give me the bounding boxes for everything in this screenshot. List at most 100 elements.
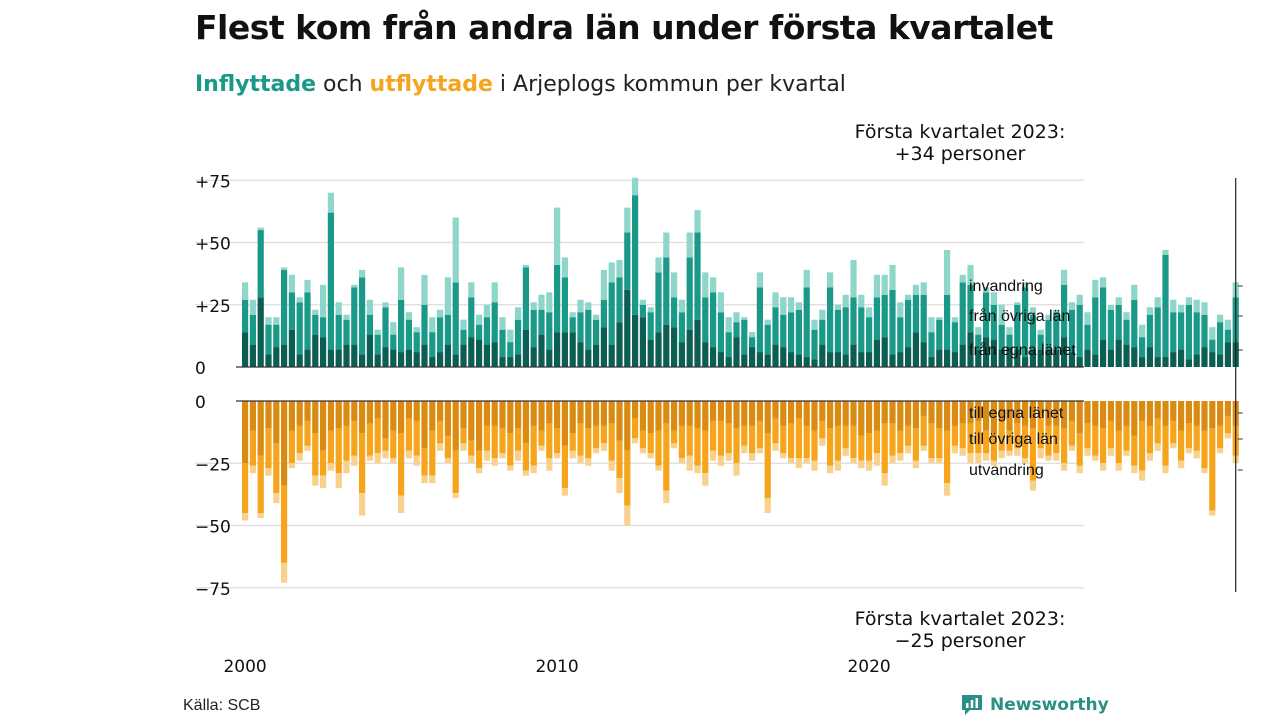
legend-label-in: från övriga län (969, 307, 1070, 325)
bar-in-invandring (1154, 297, 1161, 308)
bar-in-ovriga (1162, 254, 1169, 358)
bar-in-invandring (858, 294, 865, 308)
bar-in-egna (1092, 354, 1099, 367)
bar-in-egna (335, 349, 342, 367)
bar-out-utvandring (468, 455, 475, 464)
bar-out-utvandring (265, 468, 272, 476)
bar-out-utvandring (530, 465, 537, 474)
bar-out-utvandring (873, 453, 880, 466)
bar-in-invandring (1131, 284, 1138, 300)
bar-in-egna (897, 352, 904, 367)
bar-in-ovriga (374, 334, 381, 355)
bar-in-egna (827, 352, 834, 367)
bar-out-utvandring (749, 453, 756, 461)
bar-in-ovriga (569, 317, 576, 333)
bar-in-egna (1100, 339, 1107, 367)
bar-in-ovriga (304, 292, 311, 350)
bar-out-egna (429, 401, 436, 431)
bar-in-invandring (889, 264, 896, 290)
bar-out-ovriga (998, 420, 1005, 451)
bar-out-ovriga (296, 425, 303, 454)
annotation-top-line1: Första kvartalet 2023: (855, 121, 1066, 143)
bar-out-ovriga (944, 430, 951, 484)
bar-in-ovriga (249, 314, 256, 345)
bar-out-utvandring (507, 465, 514, 471)
bar-out-egna (444, 401, 451, 436)
bar-in-invandring (359, 269, 366, 278)
bar-in-egna (468, 337, 475, 367)
bar-out-egna (944, 401, 951, 431)
bar-out-ovriga (1045, 425, 1052, 456)
bar-in-egna (530, 347, 537, 367)
bar-in-egna (866, 352, 873, 367)
bar-in-invandring (819, 309, 826, 320)
bar-out-egna (1146, 401, 1153, 426)
bar-out-egna (1115, 401, 1122, 431)
bar-in-egna (1146, 347, 1153, 367)
bar-out-ovriga (1224, 415, 1231, 434)
bar-in-egna (1185, 359, 1192, 367)
bar-in-egna (1045, 349, 1052, 367)
bar-out-egna (1201, 401, 1208, 431)
bar-out-egna (671, 401, 678, 431)
bar-out-utvandring (858, 460, 865, 469)
bar-in-invandring (546, 292, 553, 313)
bar-out-egna (1178, 401, 1185, 431)
bar-out-ovriga (499, 428, 506, 454)
bar-in-egna (1053, 349, 1060, 367)
bar-out-ovriga (491, 425, 498, 459)
brand-logo[interactable]: Newsworthy (960, 694, 1109, 716)
annotation-bottom-line2: −25 personer (895, 630, 1026, 652)
bar-in-invandring (616, 259, 623, 278)
bar-in-ovriga (1006, 334, 1013, 348)
bar-out-egna (281, 401, 288, 486)
bar-in-ovriga (702, 297, 709, 343)
bar-out-egna (561, 401, 568, 446)
bar-out-ovriga (413, 420, 420, 456)
bar-out-ovriga (702, 430, 709, 474)
bar-in-ovriga (827, 287, 834, 353)
bar-in-egna (382, 347, 389, 367)
bar-out-egna (967, 401, 974, 424)
bar-out-egna (655, 401, 662, 431)
bar-in-ovriga (936, 319, 943, 350)
bar-in-egna (1068, 352, 1075, 367)
bar-in-invandring (1193, 299, 1200, 313)
bar-in-egna (476, 339, 483, 367)
bar-out-ovriga (359, 433, 366, 494)
bar-out-ovriga (554, 428, 561, 454)
bar-out-ovriga (515, 428, 522, 451)
bar-in-egna (1209, 352, 1216, 367)
bar-in-ovriga (398, 299, 405, 353)
bar-out-utvandring (382, 450, 389, 459)
bar-out-ovriga (741, 425, 748, 446)
bar-out-utvandring (624, 505, 631, 526)
bar-in-ovriga (483, 317, 490, 345)
bar-in-egna (725, 357, 732, 367)
bar-in-invandring (1037, 329, 1044, 335)
bar-out-utvandring (320, 475, 327, 489)
bar-out-utvandring (483, 450, 490, 461)
bar-out-ovriga (1131, 435, 1138, 466)
bar-in-egna (811, 359, 818, 367)
bar-out-ovriga (242, 463, 249, 514)
bar-out-utvandring (242, 513, 249, 521)
bar-in-ovriga (561, 277, 568, 333)
bar-in-ovriga (1068, 309, 1075, 353)
bar-in-invandring (1100, 277, 1107, 288)
bar-in-ovriga (460, 329, 467, 345)
bar-out-egna (1092, 401, 1099, 426)
bar-in-ovriga (522, 267, 529, 330)
bar-out-ovriga (912, 428, 919, 461)
bar-out-ovriga (530, 425, 537, 466)
bar-out-ovriga (1209, 428, 1216, 511)
bar-in-ovriga (452, 282, 459, 355)
bar-out-ovriga (866, 433, 873, 461)
bar-out-utvandring (522, 470, 529, 476)
bar-in-ovriga (1076, 304, 1083, 358)
bar-in-invandring (1123, 312, 1130, 320)
bar-out-utvandring (983, 453, 990, 461)
bar-in-invandring (1092, 279, 1099, 298)
bar-in-invandring (569, 312, 576, 318)
bar-out-utvandring (1170, 443, 1177, 449)
